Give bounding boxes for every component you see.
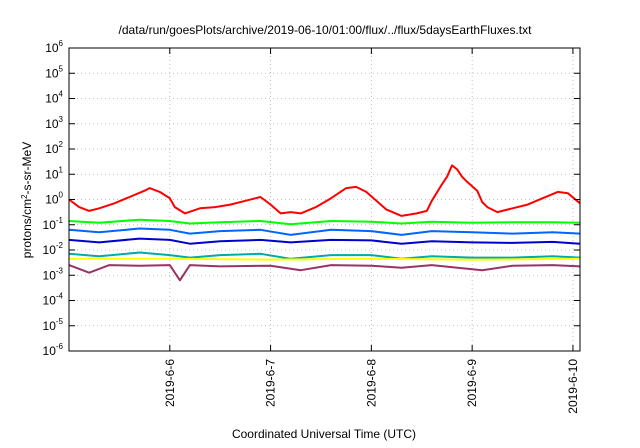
y-tick-label: 104 xyxy=(45,90,63,106)
y-tick-label: 10-5 xyxy=(43,317,64,333)
chart-title: /data/run/goesPlots/archive/2019-06-10/0… xyxy=(119,23,533,37)
y-tick-label: 105 xyxy=(45,64,63,80)
y-tick-label: 103 xyxy=(45,115,63,131)
y-tick-label: 10-2 xyxy=(43,241,64,257)
x-tick-label: 2019-6-9 xyxy=(465,359,479,407)
y-tick-label: 106 xyxy=(45,39,63,55)
y-tick-label: 102 xyxy=(45,140,63,156)
y-tick-label: 10-1 xyxy=(43,216,64,232)
y-tick-label: 101 xyxy=(45,165,63,181)
series-line-1 xyxy=(68,164,581,217)
series-line-3 xyxy=(68,227,581,236)
series-line-2 xyxy=(68,218,581,226)
series-line-7 xyxy=(68,264,581,282)
x-axis-label: Coordinated Universal Time (UTC) xyxy=(232,427,416,441)
y-tick-label: 10-3 xyxy=(43,266,64,282)
series-line-5 xyxy=(68,251,581,260)
y-tick-label: 10-4 xyxy=(43,292,64,308)
series-line-6 xyxy=(69,257,581,261)
series-layer xyxy=(68,164,581,282)
x-tick-label: 2019-6-6 xyxy=(163,359,177,407)
x-tick-label: 2019-6-8 xyxy=(364,359,378,407)
y-tick-label: 10-6 xyxy=(43,342,64,358)
x-tick-label: 2019-6-10 xyxy=(566,359,580,414)
x-tick-label: 2019-6-7 xyxy=(264,359,278,407)
y-tick-label: 100 xyxy=(45,191,63,207)
y-axis: 106 105 104 103 102 101 100 10-1 10-2 10-3 10-4 10-… xyxy=(43,39,580,358)
x-axis: 2019-6-6 2019-6-7 2019-6-8 2019-6-9 2019-6-1… xyxy=(163,48,580,414)
y-axis-label: protons/cm2-s-sr-MeV xyxy=(20,142,35,258)
grid xyxy=(69,48,580,351)
series-line-4 xyxy=(68,237,581,245)
